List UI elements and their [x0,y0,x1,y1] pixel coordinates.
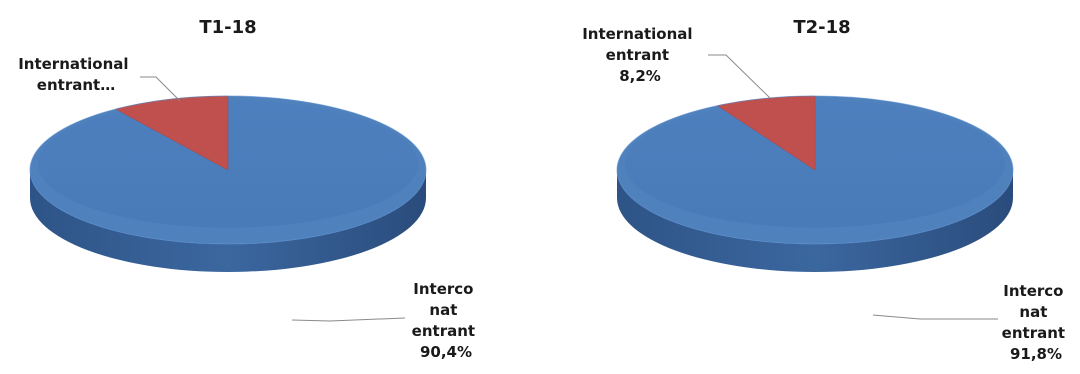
pie-plot [616,95,1014,272]
svg-text:Interco nat en: Interco nat entrant 90,4% [412,280,481,361]
svg-text:International entrant: International entrant 8,2% [582,25,698,85]
chart-title: T1-18 [199,17,256,38]
pie-side-wall [30,170,426,272]
svg-text:International entrant…: International entrant… [18,55,134,94]
leader-line [140,76,181,102]
pie-plot [29,95,427,272]
leader-line [291,317,406,322]
data-label-interconat: Interco nat entrant 90,4% [291,280,481,361]
chart-title: T2-18 [793,17,850,38]
svg-text:Interco nat en: Interco nat entrant 91,8% [1002,282,1071,363]
leader-line [708,54,771,99]
data-label-international: International entrant… [18,55,181,102]
data-label-interconat: Interco nat entrant 91,8% [872,282,1071,363]
pie-chart-t1-18: T1-18 International entrant… Interco nat… [18,17,481,361]
pie-side-wall [617,170,1013,272]
pie-rim [29,95,427,245]
leader-line [872,314,998,320]
pie-chart-t2-18: T2-18 International entrant 8,2% Interco… [582,17,1071,363]
pie-rim [616,95,1014,245]
data-label-international: International entrant 8,2% [582,25,771,99]
